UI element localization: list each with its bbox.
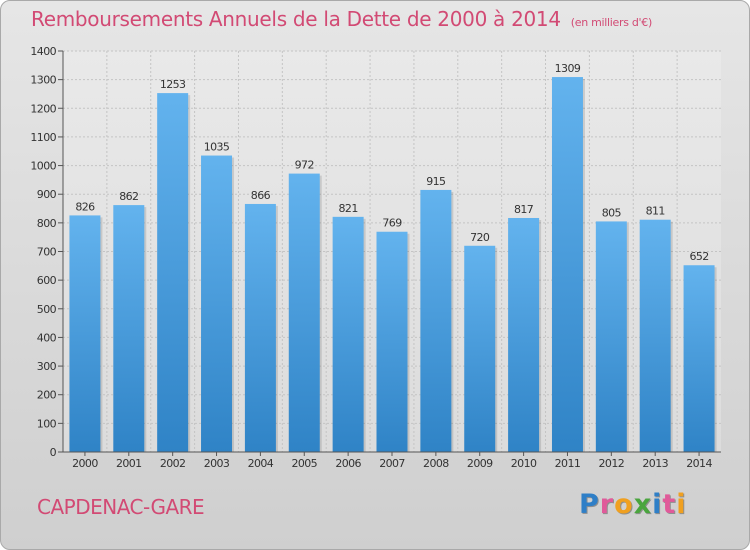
data-label: 826 — [75, 200, 95, 213]
x-tick-label: 2003 — [204, 457, 230, 470]
y-tick-label: 700 — [37, 246, 57, 259]
data-label: 1309 — [555, 62, 581, 75]
y-tick-label: 1100 — [30, 131, 56, 144]
data-label: 1253 — [160, 78, 186, 91]
logo-letter: i — [676, 489, 687, 520]
bar — [201, 155, 233, 452]
x-tick-label: 2000 — [72, 457, 98, 470]
y-tick-label: 400 — [37, 331, 57, 344]
y-tick-label: 1400 — [30, 45, 56, 58]
y-tick-label: 1300 — [30, 74, 56, 87]
y-tick-label: 1000 — [30, 160, 56, 173]
bar — [376, 231, 408, 452]
x-tick-label: 2001 — [116, 457, 142, 470]
x-tick-label: 2014 — [686, 457, 712, 470]
labels: 0 100 200 300 400 500 600 700 800 900 1000 1100 1200… — [30, 45, 713, 470]
bars — [69, 77, 717, 453]
data-label: 811 — [646, 205, 665, 218]
bar — [639, 219, 671, 452]
data-label: 866 — [251, 189, 271, 202]
y-tick-label: 0 — [50, 446, 57, 459]
chart-title: Remboursements Annuels de la Dette de 20… — [31, 7, 652, 31]
bar — [157, 93, 189, 452]
bar — [683, 265, 715, 452]
logo-letter: P — [579, 489, 600, 520]
y-tick-label: 900 — [37, 188, 57, 201]
bar — [420, 189, 452, 453]
logo-letter: t — [662, 489, 677, 520]
data-label: 1035 — [204, 141, 230, 154]
data-label: 720 — [470, 231, 490, 244]
unit-note: (en milliers d'€) — [570, 16, 652, 29]
chart-title-text: Remboursements Annuels de la Dette de 20… — [31, 7, 561, 31]
city-name: CAPDENAC-GARE — [37, 495, 205, 519]
y-tick-label: 1200 — [30, 102, 56, 115]
logo-letter: x — [633, 489, 653, 520]
bar — [595, 221, 627, 452]
y-tick-label: 600 — [37, 274, 57, 287]
bar — [332, 216, 364, 452]
y-tick-label: 500 — [37, 303, 57, 316]
data-label: 915 — [426, 175, 446, 188]
x-tick-label: 2009 — [467, 457, 493, 470]
x-tick-label: 2011 — [555, 457, 581, 470]
data-label: 821 — [339, 202, 358, 215]
data-label: 862 — [119, 190, 138, 203]
bar — [551, 77, 583, 452]
x-tick-label: 2012 — [599, 457, 625, 470]
y-tick-label: 100 — [37, 417, 57, 430]
proxiti-logo[interactable]: Proxiti — [579, 489, 687, 520]
logo-letter: r — [599, 489, 615, 520]
data-label: 805 — [602, 206, 622, 219]
x-tick-label: 2004 — [248, 457, 274, 470]
axes — [58, 50, 721, 456]
data-label: 652 — [689, 250, 708, 263]
x-tick-label: 2005 — [291, 457, 317, 470]
x-tick-label: 2008 — [423, 457, 449, 470]
data-label: 817 — [514, 203, 534, 216]
x-tick-label: 2006 — [335, 457, 361, 470]
y-tick-label: 300 — [37, 360, 57, 373]
bar — [508, 217, 540, 452]
y-tick-label: 200 — [37, 389, 57, 402]
bar — [244, 203, 276, 452]
logo-letter: i — [652, 489, 663, 520]
bar — [464, 245, 496, 452]
x-tick-label: 2010 — [511, 457, 537, 470]
x-tick-label: 2002 — [160, 457, 186, 470]
bar — [113, 205, 145, 452]
data-label: 769 — [382, 217, 402, 230]
x-tick-label: 2013 — [642, 457, 668, 470]
data-label: 972 — [295, 159, 314, 172]
logo-letter: o — [614, 489, 634, 520]
bar — [288, 173, 320, 452]
bar — [69, 215, 101, 452]
x-tick-label: 2007 — [379, 457, 405, 470]
y-tick-label: 800 — [37, 217, 57, 230]
